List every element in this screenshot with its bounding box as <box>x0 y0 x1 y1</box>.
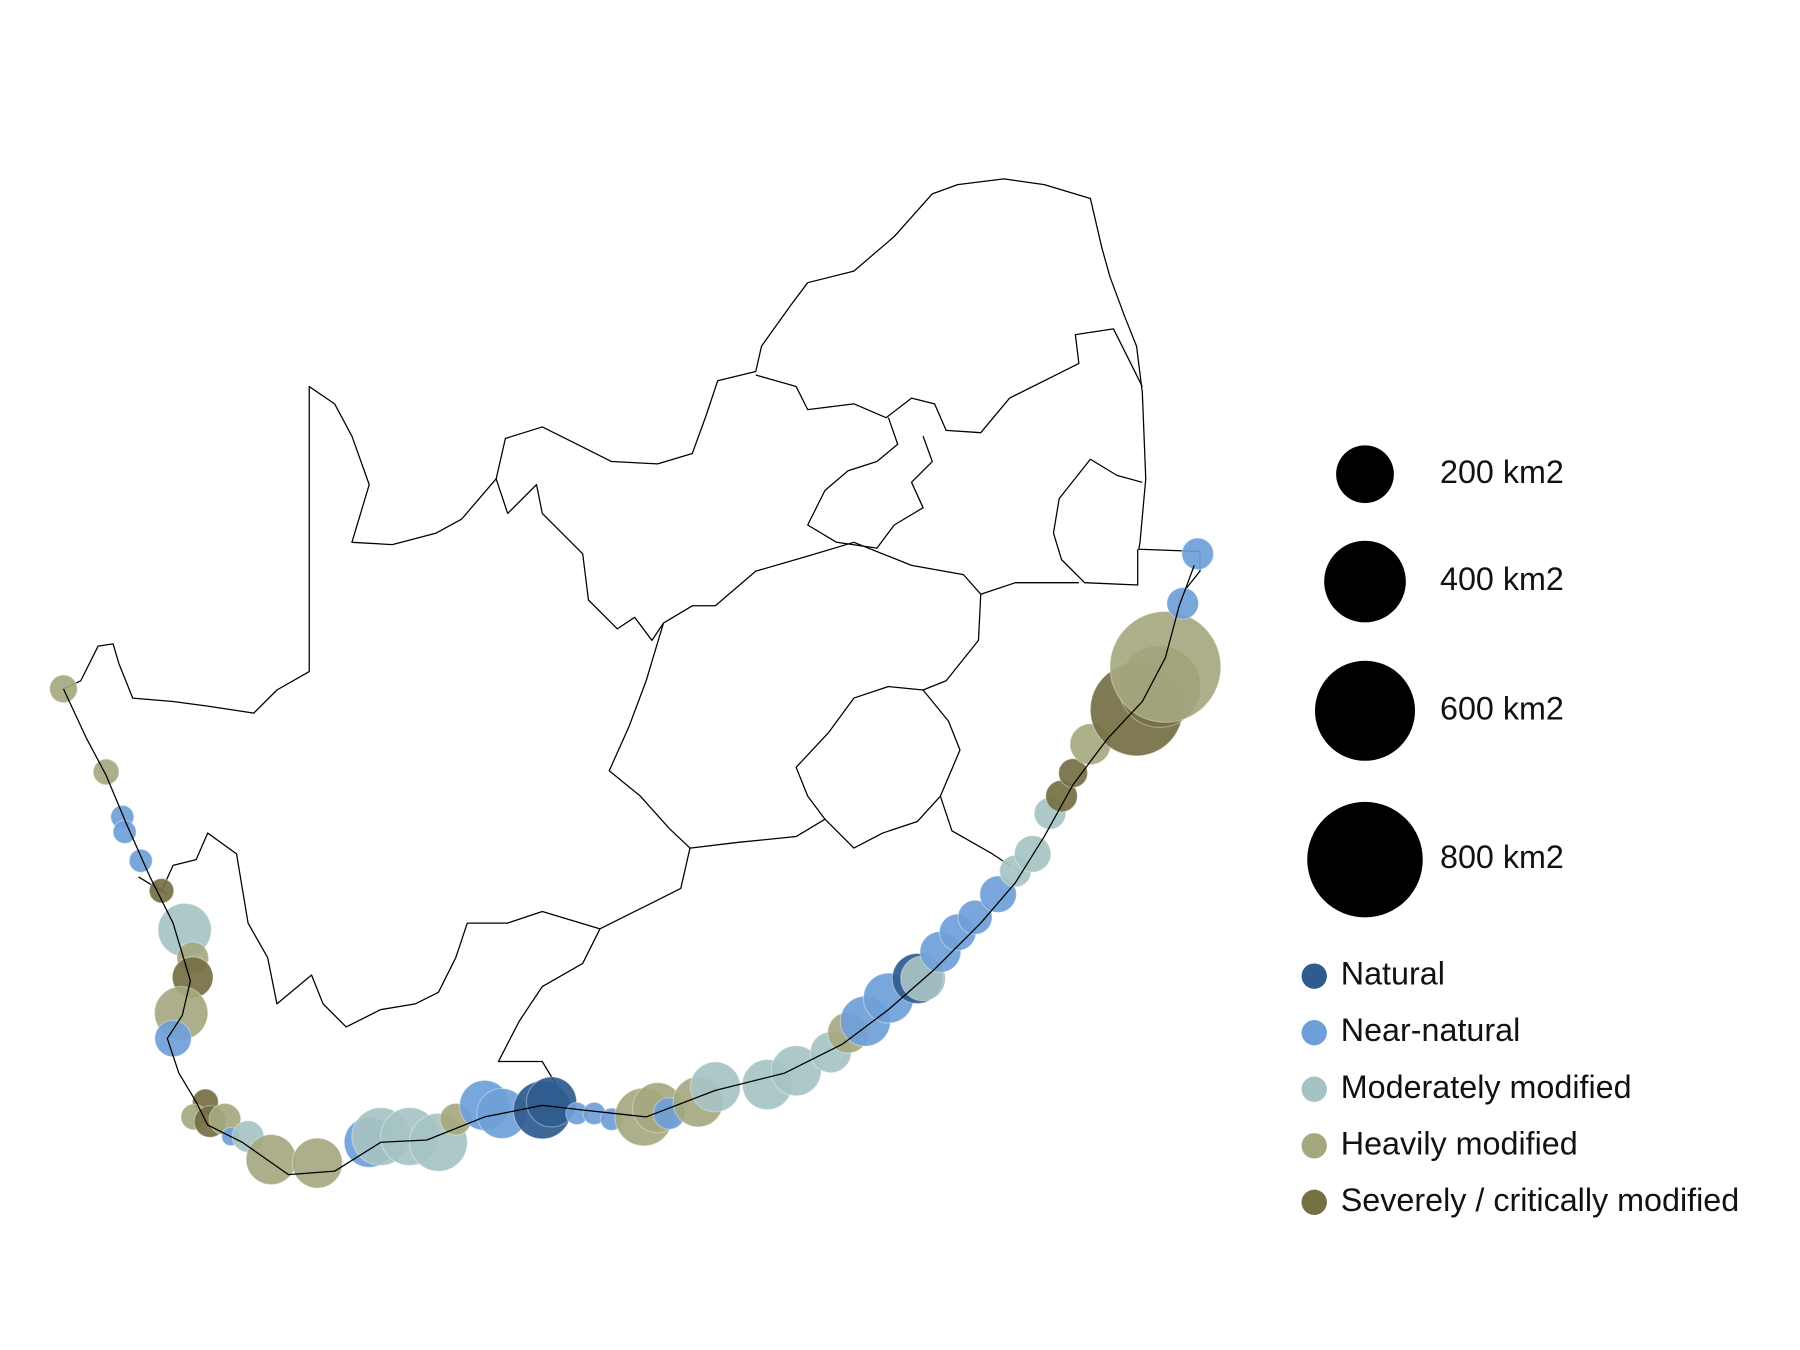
estuary-bubble <box>1181 537 1215 571</box>
legend-label: Near-natural <box>1341 1012 1521 1048</box>
estuary-bubble <box>128 848 153 873</box>
size-legend-label: 800 km2 <box>1440 839 1564 875</box>
legend-label: Severely / critically modified <box>1341 1182 1739 1218</box>
size-legend-label: 400 km2 <box>1440 561 1564 597</box>
lesotho <box>795 685 961 849</box>
estuary-bubble <box>957 899 993 935</box>
province-border <box>608 622 826 849</box>
size-legend-label: 200 km2 <box>1440 454 1564 490</box>
borders <box>63 178 1201 1091</box>
legend-label: Heavily modified <box>1341 1125 1578 1161</box>
estuary-bubble <box>112 819 137 845</box>
province-border <box>495 478 1079 642</box>
estuary-bubble <box>92 758 120 786</box>
province-border <box>497 847 691 1091</box>
estuary-bubble <box>148 877 175 904</box>
legend-swatch <box>1301 1076 1327 1102</box>
estuary-bubble <box>979 875 1017 914</box>
legend-label: Moderately modified <box>1341 1069 1632 1105</box>
province-border <box>755 328 1143 434</box>
country-border <box>63 178 1201 714</box>
province-border <box>922 594 1010 866</box>
estuary-bubble <box>689 1061 741 1113</box>
legend-swatch <box>1301 1133 1327 1159</box>
estuary-bubble <box>770 1045 822 1097</box>
eswatini <box>1052 458 1143 586</box>
legend: 200 km2 400 km2 600 km2 800 km2 Natural Near-… <box>1301 445 1739 1218</box>
size-legend-circle <box>1336 445 1394 504</box>
estuary-bubble <box>1109 610 1222 723</box>
estuary-bubble <box>291 1137 343 1189</box>
estuary-bubble <box>245 1134 297 1186</box>
province-border <box>160 832 601 1028</box>
province-border <box>807 417 933 549</box>
estuary-bubble <box>1058 758 1089 789</box>
legend-label: Natural <box>1341 956 1445 992</box>
legend-swatch <box>1301 963 1327 989</box>
size-legend-label: 600 km2 <box>1440 690 1564 726</box>
estuary-bubble <box>154 1019 192 1058</box>
legend-swatch <box>1301 1189 1327 1215</box>
size-legend-circle <box>1314 660 1416 761</box>
size-legend-circle <box>1307 801 1423 918</box>
legend-swatch <box>1301 1020 1327 1046</box>
estuary-bubble <box>525 1076 578 1128</box>
estuary-bubbles <box>49 537 1222 1189</box>
coastline <box>62 565 1195 1176</box>
estuary-bubble <box>1166 587 1200 620</box>
size-legend-circle <box>1324 540 1406 623</box>
